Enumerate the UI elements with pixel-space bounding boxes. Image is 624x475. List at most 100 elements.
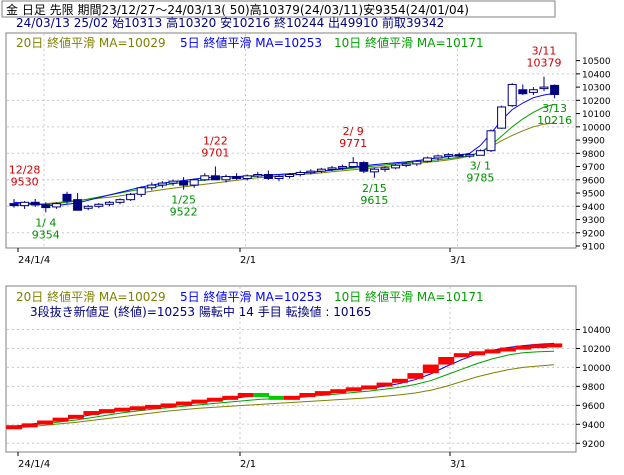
tlb-block <box>129 406 146 411</box>
candle-body <box>221 175 231 181</box>
tlb-block <box>68 414 84 419</box>
annotation-price: 9701 <box>201 146 229 159</box>
candle-body <box>465 154 475 157</box>
tlb-block <box>114 407 131 412</box>
tlb-panel <box>5 285 577 453</box>
candle-body <box>454 154 464 157</box>
price-y-tick-label: 10300 <box>582 84 611 94</box>
annotation-date: 1/ 4 <box>35 216 56 229</box>
price-panel <box>5 32 577 249</box>
tlb-block <box>253 393 270 398</box>
tlb-grid <box>7 287 575 451</box>
tlb-y-tick-label: 9200 <box>582 440 605 450</box>
tlb-blocks <box>6 343 563 430</box>
tlb-legend-ma10: 10日 終値平滑 MA=10171 <box>334 289 484 304</box>
title-bar <box>1 0 556 18</box>
tlb-block <box>191 399 208 404</box>
tlb-block <box>37 420 54 425</box>
candle-body <box>263 173 273 179</box>
tlb-block <box>176 401 192 406</box>
tlb-block <box>530 344 547 349</box>
candle-body <box>380 167 390 170</box>
tlb-block <box>160 403 177 408</box>
tlb-block <box>52 417 69 422</box>
candle-body <box>327 167 337 170</box>
annotation-date: 3/13 <box>542 102 567 115</box>
candle-body <box>391 164 401 169</box>
candle-body <box>51 203 61 208</box>
price-x-tick-label: 3/1 <box>450 255 466 266</box>
header-ohlc: 24/03/13 25/02 始10313 高10320 安10216 終102… <box>16 15 444 30</box>
tlb-block <box>361 385 378 390</box>
candle-body <box>168 180 178 184</box>
candle-body <box>242 175 252 179</box>
candle-body <box>401 163 411 166</box>
candle-body <box>232 175 242 179</box>
price-y-tick-label: 10000 <box>582 123 611 133</box>
tlb-block <box>299 393 316 398</box>
annotation-price: 9522 <box>170 206 198 219</box>
candle-body <box>83 205 93 209</box>
candle-body <box>369 168 379 173</box>
price-y-tick-label: 10500 <box>582 57 611 67</box>
tlb-block <box>268 395 285 400</box>
annotation-date: 2/15 <box>362 182 387 195</box>
tlb-y-tick-label: 10200 <box>582 345 611 355</box>
tlb-block <box>376 382 393 387</box>
tlb-block <box>500 347 516 352</box>
candle-body <box>253 173 263 177</box>
annotation-price: 9771 <box>339 137 367 150</box>
price-y-tick-label: 9100 <box>582 243 605 253</box>
tlb-block <box>6 425 23 430</box>
annotation-date: 1/25 <box>171 194 196 207</box>
candle-body <box>444 154 454 157</box>
tlb-block <box>98 409 115 414</box>
annotation-price: 9615 <box>360 194 388 207</box>
candle-body <box>94 203 104 207</box>
annotation-date: 3/ 1 <box>470 159 491 172</box>
candle-body <box>189 179 199 186</box>
candle-body <box>20 201 30 207</box>
candle-body <box>157 182 167 186</box>
price-x-tick-label: 2/1 <box>240 255 256 266</box>
candle-body <box>126 193 136 201</box>
tlb-y-tick-label: 10400 <box>582 326 611 336</box>
tlb-block <box>345 387 362 392</box>
tlb-block <box>407 373 424 379</box>
tlb-y-tick-label: 9600 <box>582 402 605 412</box>
tlb-block <box>222 395 239 400</box>
tlb-x-tick-label: 3/1 <box>450 459 466 470</box>
price-y-tick-label: 9600 <box>582 176 605 186</box>
tlb-block <box>145 404 162 409</box>
candle-body <box>348 162 358 168</box>
candle-body <box>147 184 157 189</box>
candle-body <box>285 173 295 177</box>
candle-body <box>210 175 220 181</box>
candle-body <box>422 157 432 162</box>
candle-body <box>274 175 284 179</box>
candle-body <box>115 199 125 203</box>
tlb-block <box>438 356 455 365</box>
annotation-date: 1/22 <box>203 134 228 147</box>
candle-body <box>179 180 189 186</box>
tlb-y-tick-label: 9400 <box>582 421 605 431</box>
tlb-block <box>237 393 254 398</box>
price-y-tick-label: 9200 <box>582 229 605 239</box>
price-y-axis: 9100 9200 9300 9400 9500 9600 9700 9800 9900 1000… <box>576 57 611 253</box>
candle-body <box>486 130 496 152</box>
price-y-tick-label: 10400 <box>582 70 611 80</box>
ma5-line <box>13 92 555 207</box>
candle-body <box>359 162 369 172</box>
candle-body <box>62 193 72 202</box>
candle-body <box>433 155 443 159</box>
annotation-date: 12/28 <box>9 164 41 177</box>
legend-ma20: 20日 終値平滑 MA=10029 <box>16 35 166 50</box>
price-y-tick-label: 9300 <box>582 216 605 226</box>
candle-body <box>338 166 348 169</box>
legend-ma5: 5日 終値平滑 MA=10253 <box>180 35 322 50</box>
candle-body <box>497 106 507 129</box>
tlb-y-tick-label: 9800 <box>582 383 605 393</box>
annotation-date: 2/ 9 <box>343 125 364 138</box>
candle-body <box>104 201 114 205</box>
